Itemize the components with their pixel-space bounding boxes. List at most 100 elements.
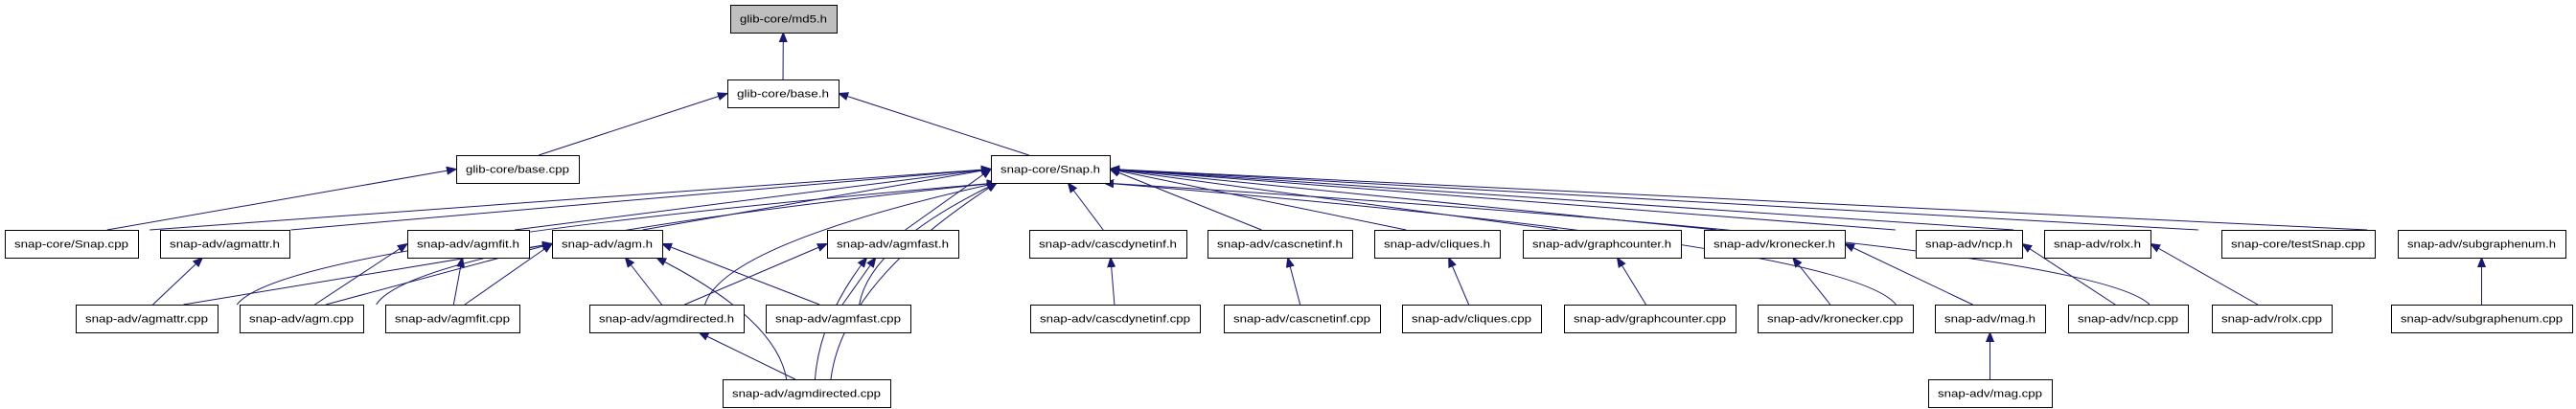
node-box	[2044, 230, 2151, 259]
node-cascneth[interactable]: snap-adv/cascnetinf.h	[1208, 230, 1353, 259]
node-magh[interactable]: snap-adv/mag.h	[1935, 305, 2046, 333]
node-ncpcpp[interactable]: snap-adv/ncp.cpp	[2068, 305, 2189, 333]
node-magcpp[interactable]: snap-adv/mag.cpp	[1928, 379, 2053, 408]
node-agmattrh[interactable]: snap-adv/agmattr.h	[160, 230, 290, 259]
node-box	[5, 230, 139, 259]
node-box	[2221, 230, 2376, 259]
node-subgh[interactable]: snap-adv/subgraphenum.h	[2398, 230, 2566, 259]
node-label: snap-adv/rolx.h	[2054, 239, 2141, 251]
node-agmcpp[interactable]: snap-adv/agm.cpp	[240, 305, 364, 333]
node-label: snap-adv/agmfast.h	[837, 239, 949, 251]
edge-agmfastcpp-to-agmh	[662, 244, 820, 306]
edge-graphch-to-snaph	[1110, 170, 1558, 231]
node-label: snap-adv/cascnetinf.h	[1217, 239, 1343, 251]
node-label: snap-adv/agm.h	[562, 239, 653, 251]
node-agmfastcpp[interactable]: snap-adv/agmfast.cpp	[766, 305, 911, 333]
node-box	[589, 305, 745, 333]
node-box	[827, 230, 959, 259]
node-kronh[interactable]: snap-adv/kronecker.h	[1704, 230, 1846, 259]
node-cascdynh[interactable]: snap-adv/cascdynetinf.h	[1029, 230, 1187, 259]
edge-rolxh-to-snaph	[1110, 170, 2014, 231]
node-agmfasth[interactable]: snap-adv/agmfast.h	[827, 230, 959, 259]
node-cliquesh[interactable]: snap-adv/cliques.h	[1374, 230, 1501, 259]
edge-ncpcpp-to-ncph	[2022, 244, 2116, 306]
node-agmdircpp[interactable]: snap-adv/agmdirected.cpp	[723, 379, 891, 408]
node-kroncpp[interactable]: snap-adv/kronecker.cpp	[1758, 305, 1914, 333]
node-box	[2068, 305, 2189, 333]
edge-agmdirh-to-agmfasth	[684, 244, 827, 306]
edge-agmcpp-to-agmfith	[314, 244, 407, 306]
node-box	[160, 230, 290, 259]
node-cliquescpp[interactable]: snap-adv/cliques.cpp	[1402, 305, 1542, 333]
node-box	[766, 305, 911, 333]
node-label: snap-adv/kronecker.h	[1714, 239, 1835, 251]
edge-basecpp-to-baseh	[539, 94, 727, 156]
node-snapcpp[interactable]: snap-core/Snap.cpp	[5, 230, 139, 259]
edge-agmfastcpp-to-agmfasth	[841, 258, 876, 306]
node-label: snap-adv/ncp.cpp	[2078, 314, 2178, 326]
node-cascdyncpp[interactable]: snap-adv/cascdynetinf.cpp	[1030, 305, 1201, 333]
node-label: snap-adv/agmdirected.h	[599, 314, 734, 326]
edge-kroncpp-to-kronh	[1793, 258, 1831, 306]
edge-agmdircpp-to-snaph	[830, 183, 997, 380]
node-subgcpp[interactable]: snap-adv/subgraphenum.cpp	[2391, 305, 2573, 333]
node-box	[1402, 305, 1542, 333]
node-baseh[interactable]: glib-core/base.h	[727, 80, 840, 108]
node-box	[730, 5, 838, 34]
node-box	[1030, 305, 1201, 333]
node-agmfitcpp[interactable]: snap-adv/agmfit.cpp	[385, 305, 520, 333]
edge-agmdirh-to-snaph	[704, 183, 997, 306]
node-label: snap-adv/ncp.h	[1925, 239, 2012, 251]
edge-snapcpp-to-basecpp	[106, 170, 456, 231]
node-basecpp[interactable]: glib-core/base.cpp	[456, 155, 580, 184]
node-label: snap-adv/agmdirected.cpp	[732, 389, 881, 400]
edge-rolxcpp-to-snaph	[1104, 183, 2150, 306]
node-box	[456, 155, 580, 184]
edge-cliquesh-to-snaph	[1110, 170, 1407, 231]
node-box	[1935, 305, 2046, 333]
node-label: glib-core/base.h	[737, 89, 829, 101]
node-ncph[interactable]: snap-adv/ncp.h	[1916, 230, 2023, 259]
edge-snapcpp-to-snaph	[150, 170, 991, 231]
node-agmattrcpp[interactable]: snap-adv/agmattr.cpp	[76, 305, 218, 333]
node-box	[991, 155, 1111, 184]
edge-agmfitcpp-to-agmh	[464, 244, 552, 306]
node-label: snap-adv/cascdynetinf.h	[1039, 239, 1177, 251]
edge-rolxcpp-to-rolxh	[2150, 244, 2259, 306]
node-label: snap-adv/agmfit.h	[417, 239, 519, 251]
node-box	[2398, 230, 2566, 259]
node-box	[1523, 230, 1682, 259]
node-agmh[interactable]: snap-adv/agm.h	[552, 230, 663, 259]
node-label: snap-core/testSnap.cpp	[2231, 239, 2365, 251]
node-label: glib-core/base.cpp	[466, 165, 569, 176]
node-label: snap-adv/agmfit.cpp	[395, 314, 510, 326]
edge-agmattrcpp-to-agmattrh	[152, 258, 203, 306]
edge-cascneth-to-snaph	[1110, 170, 1262, 231]
node-box	[1029, 230, 1187, 259]
node-box	[1374, 230, 1501, 259]
node-label: snap-adv/graphcounter.cpp	[1574, 314, 1726, 326]
node-agmdirh[interactable]: snap-adv/agmdirected.h	[589, 305, 745, 333]
node-label: glib-core/md5.h	[740, 14, 827, 26]
node-testsnap[interactable]: snap-core/testSnap.cpp	[2221, 230, 2376, 259]
node-box	[240, 305, 364, 333]
node-md5h: glib-core/md5.h	[730, 5, 838, 34]
node-rolxcpp[interactable]: snap-adv/rolx.cpp	[2212, 305, 2333, 333]
node-graphccpp[interactable]: snap-adv/graphcounter.cpp	[1564, 305, 1736, 333]
node-box	[1704, 230, 1846, 259]
node-box	[2391, 305, 2573, 333]
node-label: snap-adv/agmattr.cpp	[85, 314, 208, 326]
node-label: snap-core/Snap.cpp	[14, 239, 128, 251]
node-agmfith[interactable]: snap-adv/agmfit.h	[407, 230, 530, 259]
nodes-layer: glib-core/md5.h glib-core/base.h glib-core…	[5, 5, 2573, 408]
node-label: snap-adv/subgraphenum.cpp	[2401, 314, 2563, 326]
node-label: snap-adv/agmattr.h	[170, 239, 280, 251]
node-rolxh[interactable]: snap-adv/rolx.h	[2044, 230, 2151, 259]
edge-agmfitcpp-to-agmfith	[452, 258, 462, 306]
node-box	[1916, 230, 2023, 259]
edge-testsnap-to-snaph	[1110, 170, 2198, 231]
node-cascnetcpp[interactable]: snap-adv/cascnetinf.cpp	[1224, 305, 1381, 333]
node-snaph[interactable]: snap-core/Snap.h	[991, 155, 1111, 184]
node-graphch[interactable]: snap-adv/graphcounter.h	[1523, 230, 1682, 259]
node-box	[407, 230, 530, 259]
